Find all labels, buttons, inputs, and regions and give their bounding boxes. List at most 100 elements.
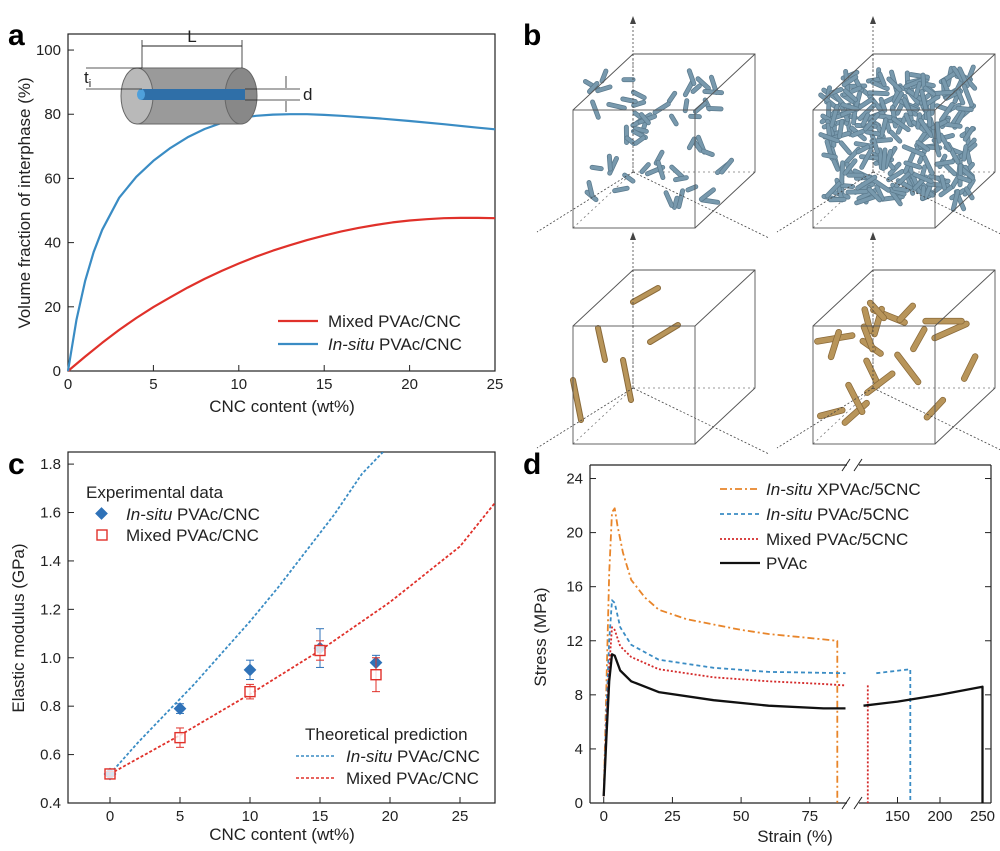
y-tick-label: 8 <box>575 687 583 704</box>
mixed-data-point <box>174 731 186 744</box>
x-tick-label: 25 <box>452 808 469 825</box>
cnc-rod <box>875 185 884 201</box>
cnc-rod <box>891 117 910 132</box>
cnc-rod <box>923 184 932 199</box>
x-tick-label: 200 <box>927 808 952 825</box>
axis-break-mark <box>853 796 863 810</box>
y-tick-label: 1.8 <box>40 456 61 473</box>
cnc-rod <box>879 97 887 112</box>
x-tick-label: 150 <box>885 808 910 825</box>
cnc-rod <box>703 89 724 95</box>
legend-insitu5-label: In-situ PVAc/5CNC <box>766 505 909 524</box>
cnc-rod <box>677 189 685 209</box>
cnc-rod <box>884 149 893 169</box>
cnc-rod <box>881 148 887 171</box>
cnc-rod <box>957 175 972 183</box>
nanocrystal-group <box>814 299 979 426</box>
panel-a-xlabel: CNC content (wt%) <box>209 397 354 416</box>
panel-c-frame <box>67 451 496 804</box>
cube-4 <box>776 232 1000 451</box>
cnc-rod <box>897 303 916 323</box>
cnc-rod <box>843 89 858 102</box>
panel-a-frame <box>67 33 496 372</box>
cnc-rod <box>922 155 934 175</box>
z-axis-arrow <box>630 16 636 24</box>
cnc-rod <box>828 329 842 360</box>
cnc-rod <box>963 126 975 141</box>
y-tick-label: 12 <box>566 633 583 650</box>
cnc-rod <box>940 175 947 190</box>
cube-front-face <box>572 109 696 229</box>
mixed-data-point <box>314 644 326 657</box>
cnc-rod <box>878 148 884 170</box>
x-tick-label: 20 <box>382 808 399 825</box>
cube-edge <box>934 269 996 327</box>
cnc-rod <box>962 144 968 161</box>
panel-d-ticks: 0 25 50 75 150 200 250 0 4 8 12 16 20 24 <box>566 471 995 825</box>
cnc-rod <box>854 195 876 205</box>
cnc-rod <box>956 90 965 105</box>
cnc-rod <box>858 103 876 121</box>
y-tick-label: 16 <box>566 579 583 596</box>
cnc-rod <box>687 137 696 150</box>
cnc-rod <box>866 77 882 83</box>
cnc-rod <box>939 186 953 197</box>
cnc-rod <box>696 77 711 90</box>
y-tick-label: 24 <box>566 471 583 488</box>
cnc-rod <box>895 101 905 115</box>
cnc-rod <box>634 136 645 145</box>
legend-theory-mixed-label: Mixed PVAc/CNC <box>346 769 479 788</box>
interphase-cylinder-inset: L ti d <box>84 27 312 125</box>
y-tick-label: 1.2 <box>40 601 61 618</box>
legend-pvac-label: PVAc <box>766 554 808 573</box>
cnc-rod <box>934 159 955 166</box>
cube-back-edges <box>572 269 756 445</box>
y-tick-label: 20 <box>44 299 61 316</box>
cube-front-face <box>812 109 936 229</box>
cnc-rod <box>894 172 911 188</box>
x-tick-label: 0 <box>106 808 114 825</box>
legend-mixed-square <box>96 529 108 541</box>
z-axis-arrow <box>870 232 876 240</box>
cnc-rod <box>939 133 952 152</box>
cnc-rod <box>878 72 886 87</box>
cube-2 <box>776 16 1000 235</box>
cnc-rod <box>894 352 921 385</box>
panel-c-label: c <box>8 448 25 481</box>
panel-b-label: b <box>523 19 541 52</box>
cnc-rod <box>590 165 603 171</box>
legend-mixed5-label: Mixed PVAc/5CNC <box>766 530 908 549</box>
y-tick-label: 1.0 <box>40 650 61 667</box>
axis-break-mark <box>841 796 851 810</box>
theory-insitu-line <box>109 452 384 775</box>
inset-diameter-label: d <box>303 85 312 104</box>
x-tick-label: 10 <box>242 808 259 825</box>
panel-d-series <box>602 507 984 803</box>
y-tick-label: 1.4 <box>40 553 61 570</box>
cnc-rod <box>846 382 865 415</box>
cnc-rod <box>864 371 895 396</box>
x-tick-label: 20 <box>401 376 418 393</box>
legend-theory-insitu-label: In-situ PVAc/CNC <box>346 747 480 766</box>
cnc-rod <box>837 119 844 139</box>
x-tick-label: 10 <box>230 376 247 393</box>
mixed-data-point <box>244 685 256 698</box>
cnc-rod <box>910 326 927 352</box>
cnc-rod <box>600 69 608 83</box>
cnc-rod <box>596 326 607 362</box>
cnc-rod <box>839 161 845 185</box>
cnc-rod <box>693 101 707 114</box>
cnc-rod <box>846 189 868 194</box>
cnc-rod <box>141 89 245 100</box>
cube-edge <box>694 269 756 327</box>
legend-exp-mixed-label: Mixed PVAc/CNC <box>126 526 259 545</box>
panel-a-legend: Mixed PVAc/CNC In-situ PVAc/CNC <box>278 312 462 354</box>
y-tick-label: 100 <box>36 42 61 59</box>
x-axis-line <box>776 387 874 449</box>
cube-3 <box>536 232 770 455</box>
xpvac-curve-left <box>602 507 839 803</box>
cnc-rod <box>621 358 633 402</box>
cnc-rod <box>867 187 882 202</box>
cnc-rod <box>887 77 902 92</box>
cnc-rod <box>639 112 651 125</box>
